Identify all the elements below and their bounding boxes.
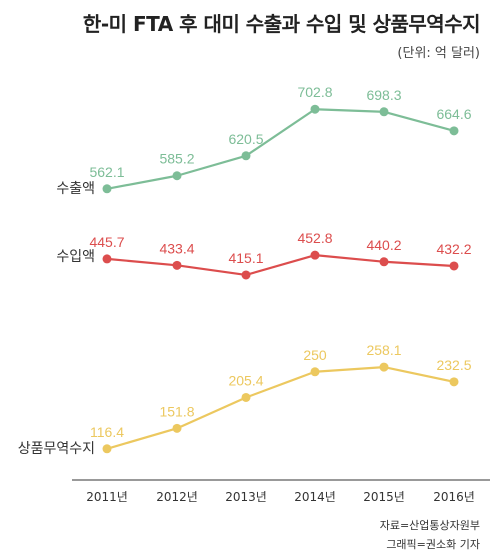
imports-point-5 <box>449 261 459 271</box>
balance-value-label-0: 116.4 <box>90 424 124 440</box>
exports-line <box>106 108 455 190</box>
balance-value-label-5: 232.5 <box>436 357 471 373</box>
imports-value-label-3: 452.8 <box>297 230 332 246</box>
x-tick-label-2: 2013년 <box>225 490 267 504</box>
credit-text: 그래픽=권소화 기자 <box>386 538 480 551</box>
chart-title: 한-미 FTA 후 대미 수출과 수입 및 상품무역수지 <box>82 12 481 36</box>
x-tick-label-0: 2011년 <box>86 490 128 504</box>
exports-value-label-1: 585.2 <box>159 151 194 167</box>
exports-point-0 <box>102 184 112 194</box>
source-credit: 자료=산업통상자원부 그래픽=권소화 기자 <box>380 516 480 554</box>
exports-point-5 <box>449 126 459 136</box>
balance-value-label-4: 258.1 <box>366 342 401 358</box>
balance-point-0 <box>102 444 112 454</box>
exports-series-label: 수출액 <box>56 181 95 197</box>
imports-point-3 <box>310 250 320 260</box>
imports-value-label-1: 433.4 <box>159 240 194 256</box>
balance-value-label-2: 205.4 <box>228 372 263 388</box>
imports-point-4 <box>379 257 389 267</box>
exports-point-3 <box>310 104 320 114</box>
exports-value-label-3: 702.8 <box>297 84 332 100</box>
exports-point-1 <box>172 171 182 181</box>
balance-point-3 <box>310 367 320 377</box>
balance-point-1 <box>172 423 182 433</box>
exports-point-2 <box>241 151 251 161</box>
balance-series-label: 상품무역수지 <box>18 441 95 457</box>
x-tick-label-1: 2012년 <box>156 490 198 504</box>
x-tick-label-3: 2014년 <box>294 490 336 504</box>
balance-point-4 <box>379 362 389 372</box>
imports-point-0 <box>102 254 112 264</box>
x-tick-label-4: 2015년 <box>363 490 405 504</box>
imports-series-label: 수입액 <box>56 249 95 265</box>
exports-value-label-4: 698.3 <box>366 87 401 103</box>
balance-point-5 <box>449 377 459 387</box>
exports-value-label-0: 562.1 <box>89 164 124 180</box>
source-text: 자료=산업통상자원부 <box>379 519 480 532</box>
x-tick-label-5: 2016년 <box>433 490 475 504</box>
imports-value-label-4: 440.2 <box>366 237 401 253</box>
balance-point-2 <box>241 392 251 402</box>
exports-value-label-5: 664.6 <box>436 106 471 122</box>
balance-value-label-1: 151.8 <box>159 403 194 419</box>
imports-line <box>106 254 455 277</box>
imports-value-label-2: 415.1 <box>228 250 263 266</box>
imports-value-label-0: 445.7 <box>89 234 124 250</box>
imports-point-2 <box>241 270 251 280</box>
exports-point-4 <box>379 107 389 117</box>
imports-value-label-5: 432.2 <box>436 241 471 257</box>
exports-value-label-2: 620.5 <box>228 131 263 147</box>
imports-point-1 <box>172 260 182 270</box>
balance-line <box>106 365 455 450</box>
unit-label: (단위: 억 달러) <box>397 46 480 61</box>
balance-value-label-3: 250 <box>303 347 327 363</box>
